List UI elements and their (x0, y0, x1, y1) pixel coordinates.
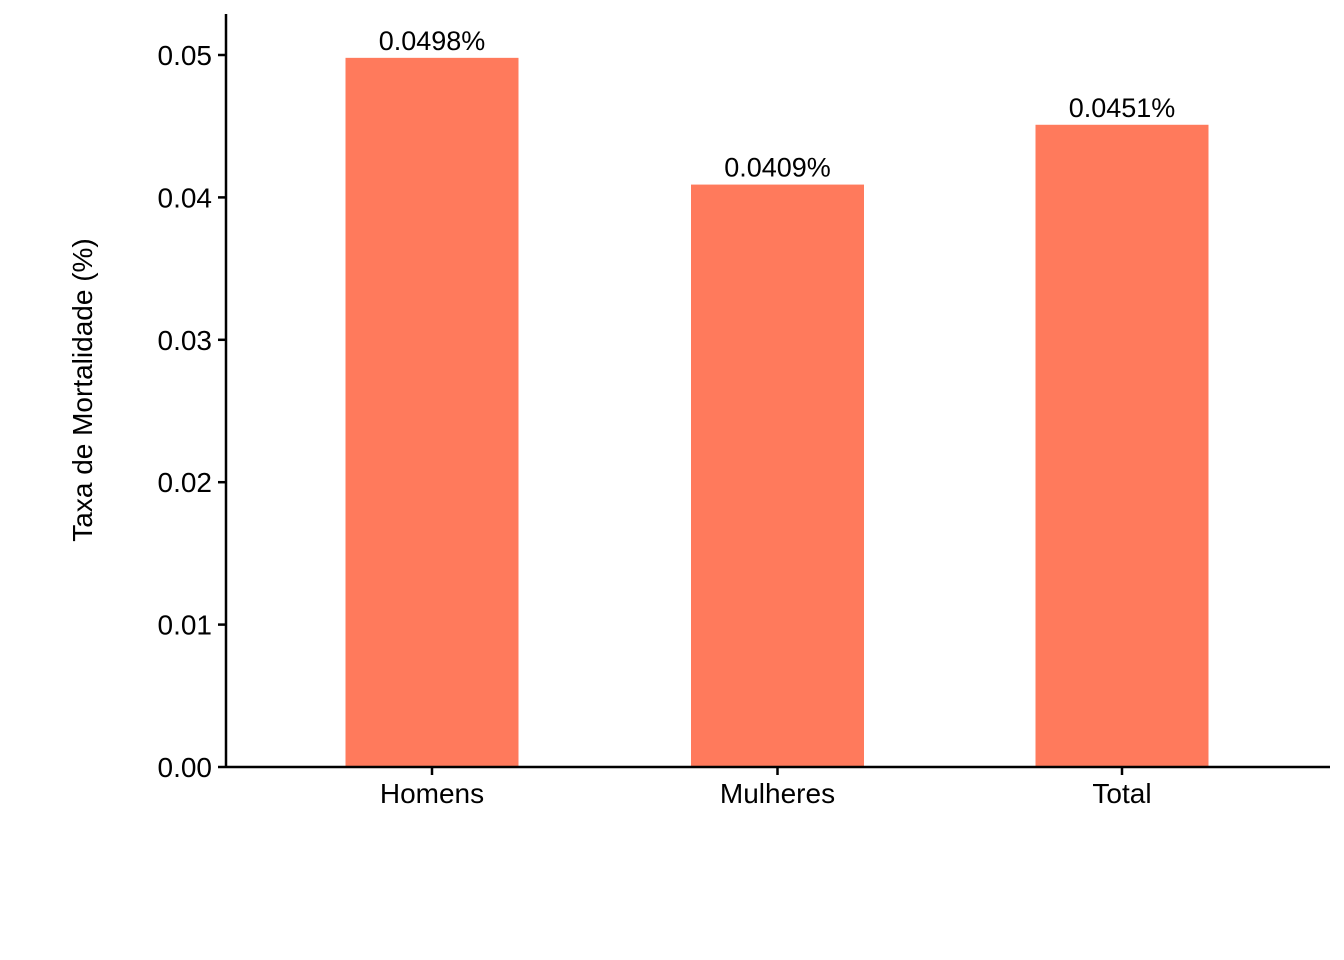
bar-homens (345, 57, 519, 767)
y-tick-label: 0.00 (158, 752, 213, 783)
x-tick-label-total: Total (1092, 778, 1151, 809)
bar-labels-group: 0.0498% 0.0409% 0.0451% (379, 26, 1176, 183)
data-label-homens: 0.0498% (379, 26, 486, 56)
x-ticks-group: Homens Mulheres Total (380, 767, 1152, 809)
y-axis: 0.00 0.01 0.02 0.03 0.04 0.05 (158, 14, 228, 783)
y-ticks-group: 0.00 0.01 0.02 0.03 0.04 0.05 (158, 40, 226, 783)
bar-total (1035, 124, 1209, 767)
y-tick-label: 0.04 (158, 182, 213, 213)
y-tick-label: 0.03 (158, 325, 213, 356)
y-tick-label: 0.05 (158, 40, 213, 71)
x-tick-label-homens: Homens (380, 778, 484, 809)
bar-mulheres (691, 184, 864, 768)
data-label-total: 0.0451% (1069, 93, 1176, 123)
y-tick-label: 0.01 (158, 610, 213, 641)
bars-group (345, 57, 1209, 768)
x-axis: Homens Mulheres Total (226, 765, 1330, 809)
y-tick-label: 0.02 (158, 467, 213, 498)
data-label-mulheres: 0.0409% (724, 153, 831, 183)
x-tick-label-mulheres: Mulheres (720, 778, 835, 809)
y-axis-title: Taxa de Mortalidade (%) (67, 238, 98, 541)
